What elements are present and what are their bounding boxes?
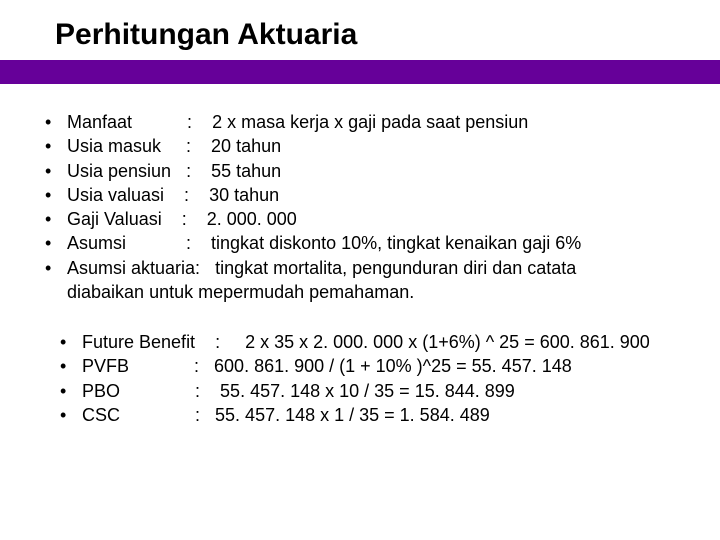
list-item: • Asumsi aktuaria: tingkat mortalita, pe…: [45, 256, 680, 280]
slide-title: Perhitungan Aktuaria: [55, 18, 357, 52]
list-item: • Usia masuk : 20 tahun: [45, 134, 680, 158]
item-value: tingkat mortalita, pengunduran diri dan …: [215, 256, 680, 280]
item-label: PVFB :: [82, 354, 214, 378]
bullet-icon: •: [45, 110, 67, 134]
list-item: • Asumsi : tingkat diskonto 10%, tingkat…: [45, 231, 680, 255]
item-label: Gaji Valuasi :: [67, 207, 207, 231]
bullet-icon: •: [45, 231, 67, 255]
item-label: PBO :: [82, 379, 220, 403]
item-label: Usia masuk :: [67, 134, 211, 158]
list-item: • PVFB : 600. 861. 900 / (1 + 10% )^25 =…: [60, 354, 690, 378]
slide: Perhitungan Aktuaria • Manfaat : 2 x mas…: [0, 0, 720, 540]
list-item: • Gaji Valuasi : 2. 000. 000: [45, 207, 680, 231]
bullet-icon: •: [45, 159, 67, 183]
item-label: Usia valuasi :: [67, 183, 209, 207]
item-label: Asumsi :: [67, 231, 211, 255]
accent-bar: [0, 60, 720, 84]
item-value: 2 x masa kerja x gaji pada saat pensiun: [212, 110, 680, 134]
item-value: tingkat diskonto 10%, tingkat kenaikan g…: [211, 231, 680, 255]
item-value: 30 tahun: [209, 183, 680, 207]
item-value: 55. 457. 148 x 10 / 35 = 15. 844. 899: [220, 379, 690, 403]
item-value: 2 x 35 x 2. 000. 000 x (1+6%) ^ 25 = 600…: [245, 330, 690, 354]
bullet-icon: •: [60, 403, 82, 427]
item-value: 2. 000. 000: [207, 207, 680, 231]
list-item: • PBO : 55. 457. 148 x 10 / 35 = 15. 844…: [60, 379, 690, 403]
bullet-icon: •: [45, 183, 67, 207]
item-value: 55. 457. 148 x 1 / 35 = 1. 584. 489: [215, 403, 690, 427]
list-item: • Usia pensiun : 55 tahun: [45, 159, 680, 183]
secondary-list: • Future Benefit : 2 x 35 x 2. 000. 000 …: [60, 330, 690, 427]
item-label: CSC :: [82, 403, 215, 427]
bullet-icon: •: [45, 256, 67, 280]
bullet-icon: •: [60, 354, 82, 378]
item-label: Asumsi aktuaria:: [67, 256, 215, 280]
list-item-continuation: diabaikan untuk mepermudah pemahaman.: [45, 280, 680, 304]
list-item: • Usia valuasi : 30 tahun: [45, 183, 680, 207]
list-item: • CSC : 55. 457. 148 x 1 / 35 = 1. 584. …: [60, 403, 690, 427]
bullet-icon: •: [45, 134, 67, 158]
bullet-icon: •: [60, 330, 82, 354]
bullet-icon: •: [60, 379, 82, 403]
primary-list: • Manfaat : 2 x masa kerja x gaji pada s…: [45, 110, 680, 304]
item-value: 20 tahun: [211, 134, 680, 158]
list-item: • Manfaat : 2 x masa kerja x gaji pada s…: [45, 110, 680, 134]
list-item: • Future Benefit : 2 x 35 x 2. 000. 000 …: [60, 330, 690, 354]
item-label: Future Benefit :: [82, 330, 245, 354]
item-label: Usia pensiun :: [67, 159, 211, 183]
item-value: 600. 861. 900 / (1 + 10% )^25 = 55. 457.…: [214, 354, 690, 378]
bullet-icon: •: [45, 207, 67, 231]
item-value: 55 tahun: [211, 159, 680, 183]
item-label: Manfaat :: [67, 110, 212, 134]
